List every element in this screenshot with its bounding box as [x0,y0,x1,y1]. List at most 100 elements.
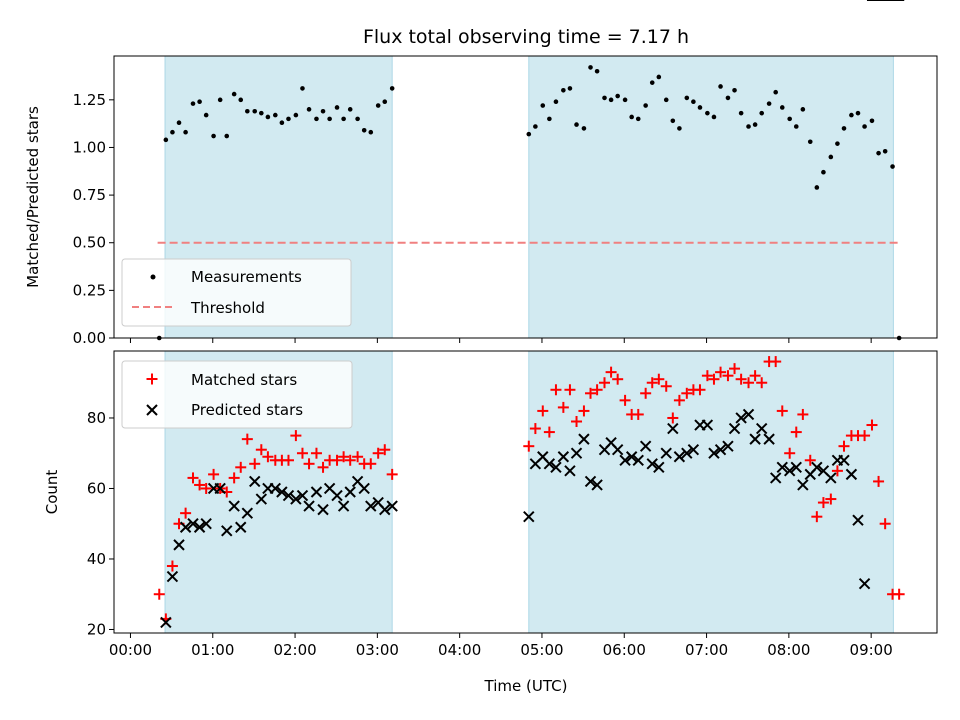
matched-stars-point [646,377,658,389]
predicted-stars-point [173,539,185,551]
predicted-stars-point [187,518,199,530]
predicted-stars-point [673,451,686,463]
measurements-point [663,97,669,103]
matched-stars-point [743,377,755,389]
measurements-point [389,86,395,91]
measurements-point [814,185,820,190]
measurements-point [622,97,628,103]
y-tick-label: 0.50 [73,234,106,252]
measurements-point [293,112,299,118]
matched-stars-point [344,454,356,466]
measurements-point [588,65,593,70]
predicted-stars-point [550,461,562,474]
measurements-point [382,99,388,105]
measurements-point [183,129,188,135]
x-tick-label: 09:00 [850,641,893,659]
observing-window-1 [528,55,894,339]
matched-stars-point [735,373,747,385]
predicted-stars-point [523,510,535,523]
predicted-stars-point [708,447,720,459]
matched-stars-point [379,444,391,456]
measurements-point [759,110,765,116]
measurements-point [841,126,847,131]
predicted-stars-point [296,489,309,502]
matched-stars-point [331,454,343,466]
matched-stars-point [523,440,535,452]
measurements-point [176,120,182,125]
x-tick-label: 01:00 [191,641,234,659]
measurements-point [882,148,888,154]
measurements-point [684,95,690,101]
matched-stars-point [667,412,679,424]
matched-stars-point [365,458,377,470]
predicted-stars-point [337,500,350,512]
matched-stars-point [605,366,617,378]
measurements-point [314,116,319,122]
x-tick-label: 05:00 [520,641,563,659]
measurements-point [163,137,169,143]
matched-stars-point [235,461,247,473]
matched-stars-point [386,468,398,480]
predicted-stars-point [214,482,226,495]
matched-stars-point [338,451,350,463]
predicted-stars-point [578,433,590,445]
predicted-stars-point [858,577,871,590]
matched-stars-point [208,468,220,480]
matched-stars-point [249,458,261,470]
predicted-stars-point [255,493,268,505]
measurements-point [265,114,271,120]
measurements-point [821,169,826,175]
matched-stars-point [694,384,706,396]
measurements-point [670,118,676,124]
predicted-stars-point [742,408,755,421]
predicted-stars-point [365,500,377,512]
measurements-point [615,93,620,99]
matched-stars-point [166,560,178,572]
measurements-point [361,128,367,133]
measurements-point [855,110,861,116]
predicted-stars-point [797,479,809,491]
measurements-point [800,107,806,112]
measurements-point [286,116,291,122]
measurements-point [273,112,278,118]
count-legend: Matched stars Predicted stars [121,360,353,429]
matched-stars-point [228,472,240,484]
matched-stars-point [784,447,796,459]
predicted-stars-point [783,465,796,477]
predicted-stars-point [625,451,638,463]
measurements-point [828,154,834,160]
legend-x-marker [146,404,158,416]
predicted-stars-point [543,458,556,470]
measurements-point [245,108,250,114]
measurements-point [170,129,175,135]
predicted-stars-point [344,486,356,498]
y-tick-label: 1.00 [73,138,106,156]
measurements-point [835,141,840,146]
matched-stars-point [873,475,885,487]
matched-stars-point [776,405,788,417]
matched-stars-point [756,377,768,389]
measurements-point [697,105,703,110]
matched-stars-point [770,356,782,368]
measurements-point [197,99,202,105]
matched-stars-point [708,373,720,385]
predicted-stars-point [166,570,179,583]
legend-matched-label: Matched stars [191,371,297,389]
matched-stars-point [619,394,631,406]
matched-stars-point [893,588,905,600]
predicted-stars-point [722,440,734,452]
predicted-stars-point [282,489,295,502]
x-axis-label: Time (UTC) [484,677,568,695]
predicted-stars-point [769,472,782,484]
matched-stars-point [557,401,569,413]
predicted-stars-point [714,443,727,456]
matched-stars-point [153,588,165,600]
y-tick-label: 80 [87,409,106,427]
legend-matched-symbol [146,373,158,385]
count-legend-box [121,360,353,429]
measurements-point [691,99,696,105]
measurements-point [306,107,312,112]
measurements-point [190,101,196,106]
measurements-point [355,116,360,122]
